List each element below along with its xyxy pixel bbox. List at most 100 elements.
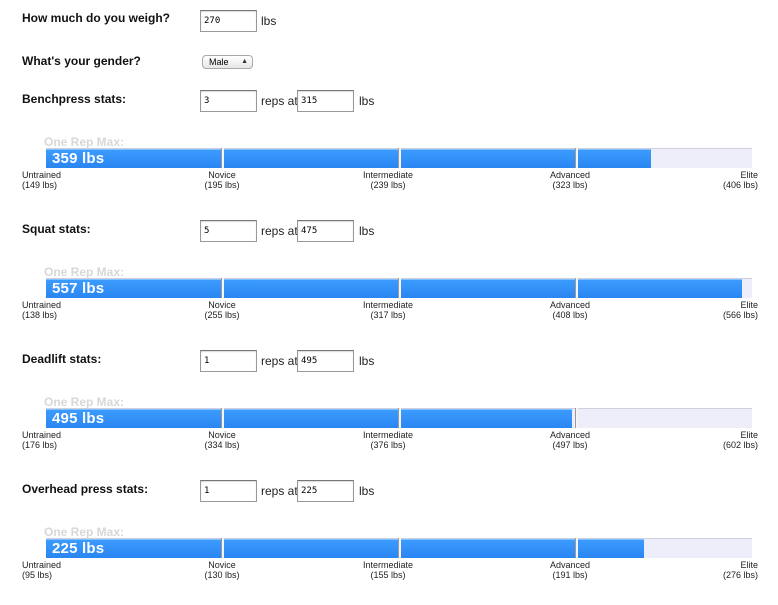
level-threshold: (317 lbs) xyxy=(370,310,406,320)
level-threshold: (334 lbs) xyxy=(204,440,240,450)
level-threshold: (239 lbs) xyxy=(370,180,406,190)
one-rep-max-fill: 359 lbs xyxy=(46,149,652,168)
level-threshold: (255 lbs) xyxy=(204,310,240,320)
level-name: Novice xyxy=(208,560,236,570)
level-ticks: Untrained (138 lbs) Novice (255 lbs) Interme… xyxy=(0,300,778,326)
one-rep-max-value: 359 lbs xyxy=(52,150,105,167)
level-threshold: (406 lbs) xyxy=(722,180,758,190)
one-rep-max-label: One Rep Max: xyxy=(44,135,125,149)
reps-input[interactable] xyxy=(200,220,257,242)
level-divider xyxy=(398,148,401,168)
lift-weight-unit: lbs xyxy=(359,94,375,108)
level-threshold: (176 lbs) xyxy=(22,440,58,450)
level-tick: Elite (276 lbs) xyxy=(723,560,758,580)
level-tick: Intermediate (239 lbs) xyxy=(346,170,430,190)
lift-weight-input[interactable] xyxy=(297,480,354,502)
reps-at-label: reps at xyxy=(261,224,298,238)
level-name: Elite xyxy=(740,560,758,570)
lift-question: Overhead press stats: xyxy=(22,482,149,496)
reps-input[interactable] xyxy=(200,480,257,502)
level-tick: Advanced (191 lbs) xyxy=(528,560,612,580)
level-name: Advanced xyxy=(549,560,591,570)
level-tick: Elite (566 lbs) xyxy=(723,300,758,320)
level-divider xyxy=(221,148,224,168)
weight-question: How much do you weigh? xyxy=(22,11,170,25)
level-threshold: (195 lbs) xyxy=(204,180,240,190)
level-threshold: (497 lbs) xyxy=(552,440,588,450)
reps-input[interactable] xyxy=(200,350,257,372)
level-divider xyxy=(575,408,578,428)
one-rep-max-fill: 495 lbs xyxy=(46,409,572,428)
level-name: Novice xyxy=(208,300,236,310)
lift-weight-unit: lbs xyxy=(359,224,375,238)
level-ticks: Untrained (149 lbs) Novice (195 lbs) Interme… xyxy=(0,170,778,196)
one-rep-max-meter: One Rep Max: 225 lbs Untrained (95 lbs) Novi… xyxy=(0,525,778,605)
level-tick: Intermediate (317 lbs) xyxy=(346,300,430,320)
lift-weight-input[interactable] xyxy=(297,350,354,372)
level-name: Intermediate xyxy=(362,430,414,440)
level-name: Intermediate xyxy=(362,170,414,180)
level-tick: Novice (255 lbs) xyxy=(180,300,264,320)
level-divider xyxy=(575,278,578,298)
lift-question: Benchpress stats: xyxy=(22,92,127,106)
level-tick: Novice (334 lbs) xyxy=(180,430,264,450)
lift-question: Deadlift stats: xyxy=(22,352,102,366)
one-rep-max-value: 495 lbs xyxy=(52,410,105,427)
level-tick: Untrained (95 lbs) xyxy=(22,560,61,580)
one-rep-max-meter: One Rep Max: 359 lbs Untrained (149 lbs) Nov… xyxy=(0,135,778,215)
level-name: Novice xyxy=(208,170,236,180)
level-name: Advanced xyxy=(549,170,591,180)
level-threshold: (130 lbs) xyxy=(204,570,240,580)
gender-selected-value: Male xyxy=(209,57,229,67)
level-tick: Untrained (149 lbs) xyxy=(22,170,61,190)
level-name: Untrained xyxy=(22,560,62,570)
level-threshold: (95 lbs) xyxy=(22,570,53,580)
one-rep-max-fill: 225 lbs xyxy=(46,539,644,558)
level-tick: Elite (406 lbs) xyxy=(723,170,758,190)
level-name: Elite xyxy=(740,430,758,440)
level-divider xyxy=(575,148,578,168)
level-divider xyxy=(398,408,401,428)
level-name: Elite xyxy=(740,300,758,310)
level-tick: Elite (602 lbs) xyxy=(723,430,758,450)
one-rep-max-meter: One Rep Max: 557 lbs Untrained (138 lbs) Nov… xyxy=(0,265,778,345)
level-threshold: (408 lbs) xyxy=(552,310,588,320)
level-divider xyxy=(221,408,224,428)
level-threshold: (138 lbs) xyxy=(22,310,58,320)
level-divider xyxy=(221,278,224,298)
level-tick: Advanced (323 lbs) xyxy=(528,170,612,190)
level-ticks: Untrained (95 lbs) Novice (130 lbs) Intermed… xyxy=(0,560,778,586)
lift-weight-unit: lbs xyxy=(359,354,375,368)
level-divider xyxy=(221,538,224,558)
level-name: Intermediate xyxy=(362,560,414,570)
level-name: Elite xyxy=(740,170,758,180)
level-tick: Intermediate (376 lbs) xyxy=(346,430,430,450)
reps-at-label: reps at xyxy=(261,94,298,108)
one-rep-max-value: 225 lbs xyxy=(52,540,105,557)
one-rep-max-label: One Rep Max: xyxy=(44,395,125,409)
reps-at-label: reps at xyxy=(261,354,298,368)
level-threshold: (323 lbs) xyxy=(552,180,588,190)
lift-weight-input[interactable] xyxy=(297,90,354,112)
level-tick: Untrained (138 lbs) xyxy=(22,300,61,320)
select-arrows-icon: ▲ xyxy=(241,58,248,65)
level-threshold: (155 lbs) xyxy=(370,570,406,580)
level-tick: Advanced (408 lbs) xyxy=(528,300,612,320)
one-rep-max-meter: One Rep Max: 495 lbs Untrained (176 lbs) Nov… xyxy=(0,395,778,475)
lift-question: Squat stats: xyxy=(22,222,91,236)
level-name: Novice xyxy=(208,430,236,440)
level-tick: Novice (130 lbs) xyxy=(180,560,264,580)
weight-input[interactable] xyxy=(200,10,257,32)
level-name: Untrained xyxy=(22,300,62,310)
level-divider xyxy=(398,278,401,298)
level-threshold: (191 lbs) xyxy=(552,570,588,580)
level-divider xyxy=(575,538,578,558)
level-name: Untrained xyxy=(22,430,62,440)
gender-question: What's your gender? xyxy=(22,54,141,68)
reps-input[interactable] xyxy=(200,90,257,112)
level-tick: Intermediate (155 lbs) xyxy=(346,560,430,580)
lift-weight-input[interactable] xyxy=(297,220,354,242)
level-divider xyxy=(398,538,401,558)
gender-select[interactable]: Male ▲ xyxy=(202,55,253,69)
lift-weight-unit: lbs xyxy=(359,484,375,498)
